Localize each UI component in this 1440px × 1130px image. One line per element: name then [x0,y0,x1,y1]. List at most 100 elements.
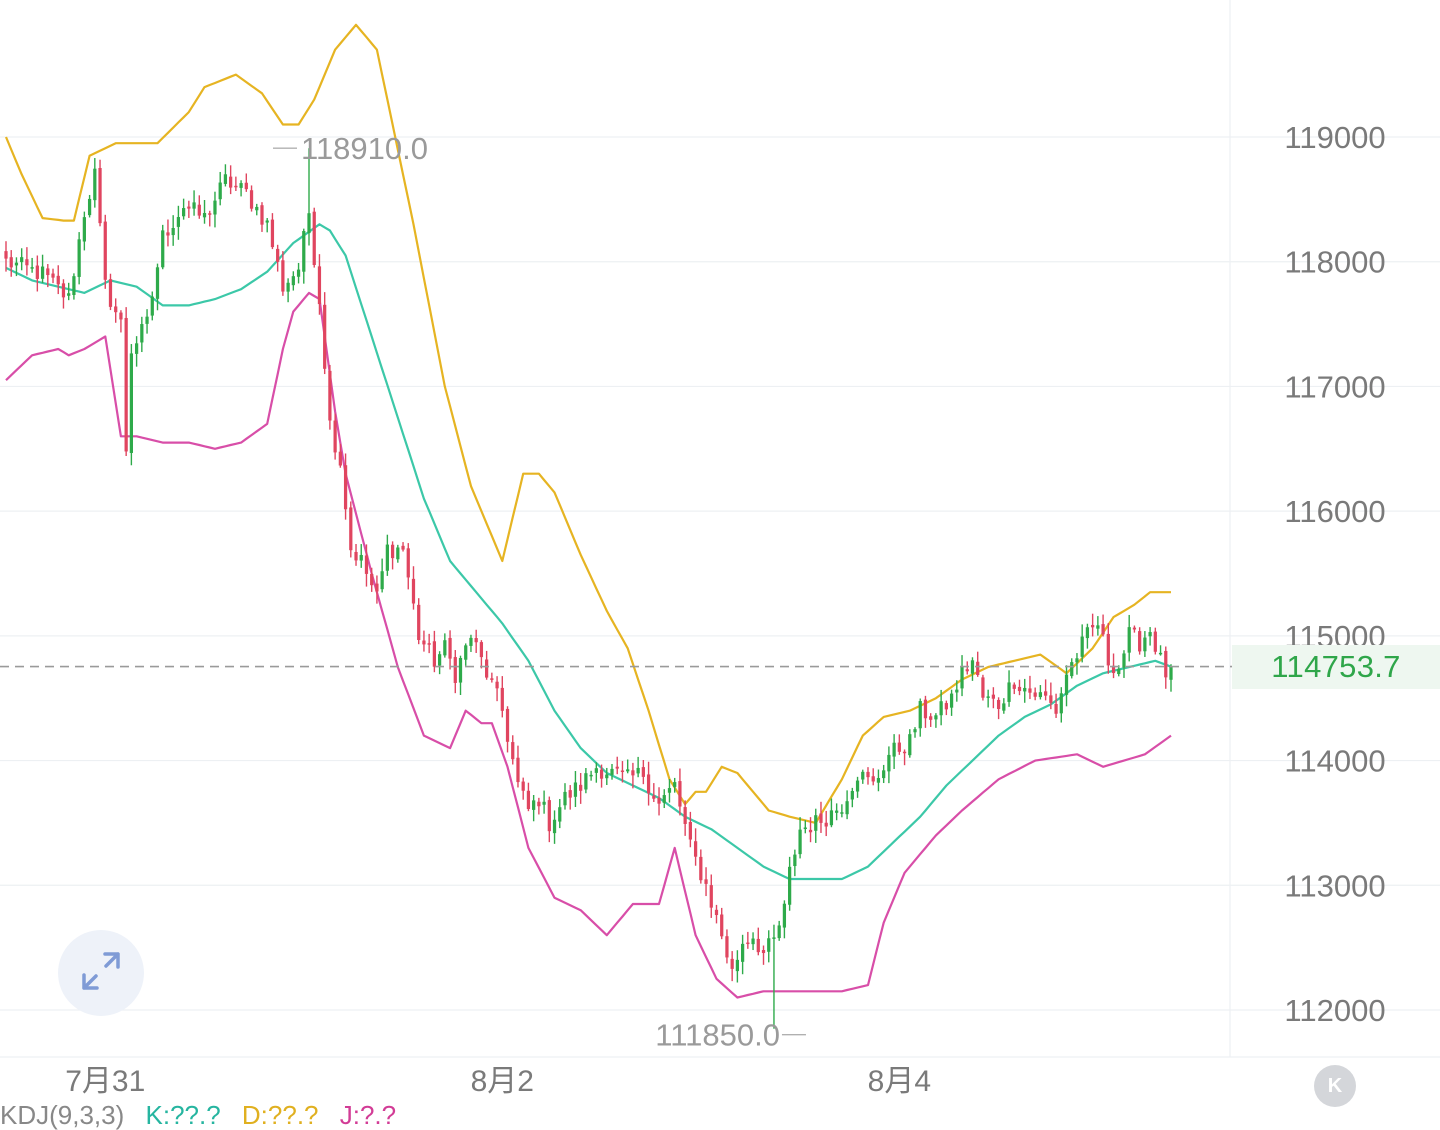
candle-body [1038,692,1043,698]
candle-body [67,293,71,296]
candle-body [996,699,1001,710]
candle-body [803,827,807,830]
candle-body [14,262,19,266]
candle-body [202,213,207,218]
candle-body [1143,637,1147,652]
candle-body [1075,658,1079,663]
candle-body [934,715,938,720]
band-line-middle [5,223,1172,881]
candle-body [302,231,306,272]
candle-body [140,324,144,343]
candle-body [171,228,175,236]
candle-body [1017,686,1022,692]
candle-body [4,251,8,259]
candle-body [1117,668,1121,675]
candle-body [579,784,583,791]
candle-body [354,551,358,561]
candle-body [453,657,457,683]
candle-body [103,221,107,280]
y-tick-label: 114000 [1284,744,1385,779]
candle-body [709,885,713,908]
candle-body [401,545,405,550]
candle-body [417,604,421,641]
candle-body [767,938,771,952]
candle-body [756,938,760,953]
current-price-value: 114753.7 [1271,649,1401,684]
candle-body [1127,627,1131,653]
x-tick-label: 8月4 [868,1065,931,1098]
candle-body [93,168,97,201]
indicator-d: D:??.? [241,1100,319,1130]
candle-body [490,678,494,680]
candle-body [908,734,912,756]
candle-body [296,269,301,277]
candle-body [87,198,92,216]
candle-body [599,769,604,779]
candle-body [390,544,395,559]
candle-body [673,782,677,787]
candle-body [897,742,901,752]
candle-body [704,879,708,884]
grid-lines [0,0,1440,1058]
candle-body [359,554,363,561]
candle-body [913,729,917,733]
candle-body [1070,662,1074,677]
candle-body [667,788,672,793]
candle-body [960,666,964,689]
candle-body [782,903,787,928]
k-logo-button[interactable]: K [1314,1065,1356,1107]
candle-body [51,273,55,278]
expand-button[interactable] [58,930,144,1016]
candle-body [542,801,546,805]
candle-body [646,774,651,794]
candle-body [281,260,285,292]
low-annotation-label: 111850.0 [655,1018,780,1053]
candle-body [458,658,463,683]
candle-body [1164,650,1168,678]
candle-body [40,266,45,279]
candle-body [385,544,389,571]
candle-body [589,774,593,777]
candle-body [1054,703,1058,714]
candle-body [923,699,928,719]
candle-body [505,708,510,742]
candle-body [662,795,666,803]
candle-body [725,936,729,958]
candle-body [631,770,635,776]
candle-body [1122,653,1126,668]
high-annotation-label: 118910.0 [301,131,428,166]
candle-body [411,578,416,604]
candle-body [965,669,969,672]
candle-body [714,909,719,916]
candle-body [939,701,943,716]
candle-body [1085,627,1090,639]
candle-body [573,782,578,797]
candle-body [808,829,813,833]
candle-body [255,206,259,211]
candle-body [777,925,781,939]
candle-body [260,205,264,225]
candle-body [1002,703,1006,711]
candle-body [114,306,118,313]
candle-body [746,942,750,945]
y-tick-label: 116000 [1284,494,1385,529]
candle-body [981,677,985,698]
candle-body [25,259,29,266]
candle-body [349,507,353,551]
candle-body [1106,633,1110,666]
candle-body [218,182,222,200]
candle-body [134,343,139,354]
candle-body [98,167,102,224]
candle-body [1153,631,1157,652]
candle-body [61,283,66,298]
candle-body [495,681,499,689]
candle-body [213,200,217,215]
candle-body [850,790,854,800]
candle-body [276,248,280,262]
candle-body [119,312,123,320]
candle-body [552,819,557,834]
candle-body [9,257,13,268]
candle-body [77,239,81,277]
candle-body [986,696,990,698]
